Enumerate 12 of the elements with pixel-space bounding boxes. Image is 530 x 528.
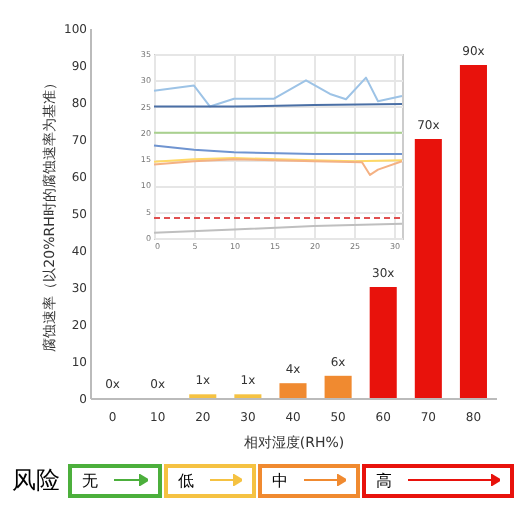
line-series <box>153 158 403 176</box>
text: 风险 <box>12 463 62 497</box>
text: 无 <box>82 469 98 491</box>
bar <box>369 287 397 398</box>
line-series <box>153 76 403 108</box>
bar <box>459 65 487 398</box>
text: 中 <box>272 469 288 491</box>
text: 高 <box>376 469 392 491</box>
text: 低 <box>178 469 194 491</box>
bar <box>279 383 307 398</box>
bar <box>414 139 442 398</box>
bar <box>324 375 352 398</box>
